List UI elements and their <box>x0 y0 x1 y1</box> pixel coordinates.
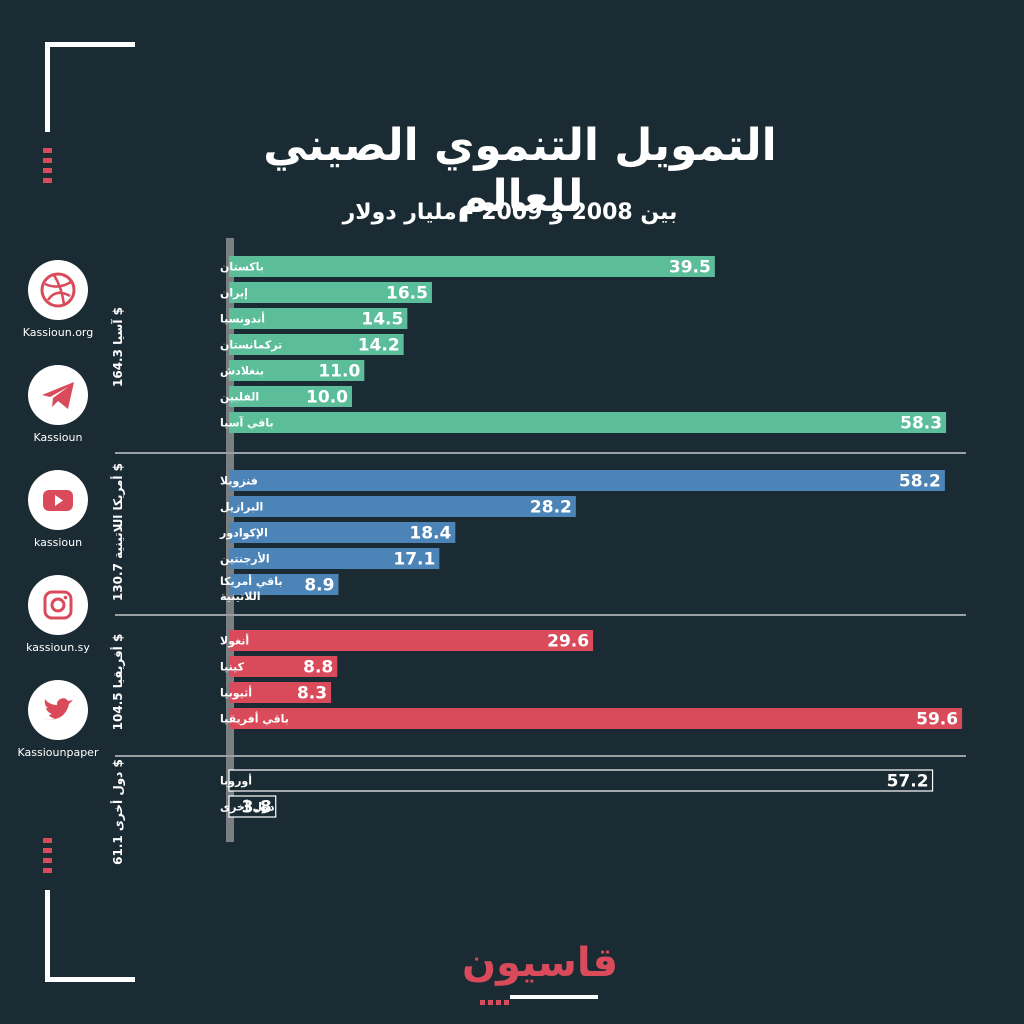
bar-value-label: 18.4 <box>409 524 451 544</box>
social-label: kassioun.sy <box>26 641 90 654</box>
category-label: باقي أفريقيا <box>220 712 289 726</box>
bar <box>229 708 963 729</box>
bar-value-label: 3.8 <box>242 798 272 818</box>
social-label: kassioun <box>33 536 83 549</box>
category-label: أنغولا <box>220 634 249 648</box>
category-label: بنغلادش <box>220 365 264 378</box>
bar <box>229 548 440 569</box>
bar-value-label: 39.5 <box>669 258 711 278</box>
bar <box>229 470 945 491</box>
social-item-twitter[interactable]: Kassiounpaper <box>0 680 123 759</box>
bar-value-label: 17.1 <box>393 550 435 570</box>
bar-value-label: 59.6 <box>916 710 958 730</box>
bar <box>229 412 947 433</box>
bar <box>229 574 339 595</box>
dribbble-icon <box>28 260 88 320</box>
bar <box>229 682 332 703</box>
category-label: اللاتينية <box>220 590 261 603</box>
frame-bottom-left-horizontal <box>45 977 135 982</box>
group-separator <box>115 755 966 757</box>
logo-underline <box>510 995 598 999</box>
bar <box>228 795 277 818</box>
chart-subtitle: بين 2008 و 2009 - مليار دولار <box>342 200 678 225</box>
instagram-icon <box>28 575 88 635</box>
bar <box>229 386 352 407</box>
bar-value-label: 8.8 <box>303 658 333 678</box>
bar <box>229 256 715 277</box>
bar-value-label: 14.5 <box>361 310 403 330</box>
frame-top-left-horizontal <box>45 42 135 47</box>
bar <box>229 522 456 543</box>
bar-value-label: 8.9 <box>304 576 334 596</box>
bar-value-label: 29.6 <box>547 632 589 652</box>
frame-top-left-vertical <box>45 42 50 132</box>
category-label: الأرجنتين <box>220 552 270 566</box>
bar <box>229 360 365 381</box>
bar-value-label: 28.2 <box>530 498 572 518</box>
bar-value-label: 57.2 <box>887 772 929 792</box>
bar-value-label: 10.0 <box>306 388 348 408</box>
social-item-telegram[interactable]: Kassioun <box>0 365 123 444</box>
bar <box>229 282 432 303</box>
bar-value-label: 14.2 <box>358 336 400 356</box>
bar <box>229 656 338 677</box>
category-label: الإكوادور <box>219 527 268 540</box>
category-label: باقي آسيا <box>220 416 274 430</box>
frame-bottom-dots <box>43 838 52 878</box>
category-label: الفلبين <box>220 391 259 404</box>
bar <box>229 630 594 651</box>
kassioun-logo: قاسيون <box>462 940 619 986</box>
bar-value-label: 58.3 <box>900 414 942 434</box>
category-label: باقي أمريكا <box>220 574 283 588</box>
group-separator <box>115 614 966 616</box>
frame-bottom-left-vertical <box>45 890 50 982</box>
social-item-instagram[interactable]: kassioun.sy <box>0 575 123 654</box>
bar-value-label: 11.0 <box>318 362 360 382</box>
youtube-icon <box>28 470 88 530</box>
category-label: تركمانستان <box>220 339 282 352</box>
category-label: أندونسيا <box>220 312 265 326</box>
bar-value-label: 8.3 <box>297 684 327 704</box>
bar <box>229 334 404 355</box>
category-label: إيران <box>220 287 248 300</box>
category-label: فنزويلا <box>220 475 258 488</box>
bar <box>229 308 408 329</box>
category-label: باكستان <box>220 261 264 274</box>
bar <box>229 496 576 517</box>
telegram-icon <box>28 365 88 425</box>
category-label: البرازيل <box>220 501 263 514</box>
group-separator <box>115 452 966 454</box>
twitter-icon <box>28 680 88 740</box>
frame-top-dots <box>43 148 52 188</box>
social-label: Kassiounpaper <box>17 746 99 759</box>
bar <box>228 769 934 792</box>
category-label: أوروبا <box>220 774 252 788</box>
social-item-website[interactable]: Kassioun.org <box>0 260 123 339</box>
social-item-youtube[interactable]: kassioun <box>0 470 123 549</box>
bar-value-label: 58.2 <box>899 472 941 492</box>
category-label: دول أخرى <box>220 800 275 814</box>
social-label: Kassioun.org <box>22 326 94 339</box>
category-label: كينيا <box>220 661 245 674</box>
logo-dots <box>480 995 509 1014</box>
bar-value-label: 16.5 <box>386 284 428 304</box>
category-label: أثيوبيا <box>220 686 252 700</box>
social-label: Kassioun <box>33 431 83 444</box>
chart-title: التمويل التنموي الصيني للعالم <box>263 120 777 222</box>
